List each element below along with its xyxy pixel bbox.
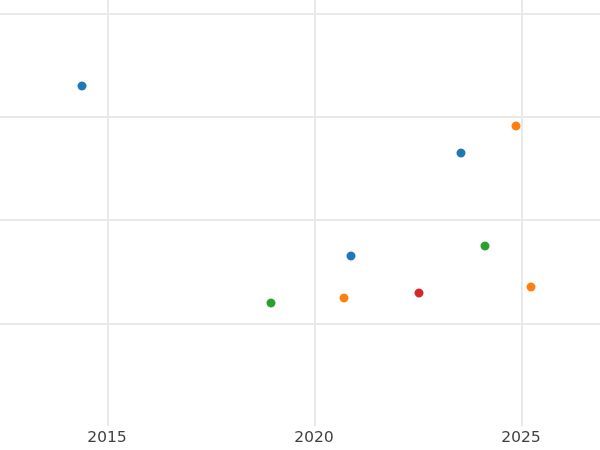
scatter-point-red	[414, 288, 424, 298]
gridline-vertical	[314, 0, 316, 426]
scatter-point-orange	[511, 121, 521, 131]
scatter-point-green	[480, 241, 490, 251]
scatter-point-blue	[346, 251, 356, 261]
gridline-horizontal	[0, 219, 600, 221]
gridline-horizontal	[0, 116, 600, 118]
scatter-point-blue	[77, 81, 87, 91]
x-axis-tick-label: 2025	[501, 428, 541, 446]
gridline-horizontal	[0, 13, 600, 15]
scatter-point-blue	[456, 148, 466, 158]
scatter-point-orange	[339, 293, 349, 303]
gridline-vertical	[521, 0, 523, 426]
x-axis-tick-label: 2020	[294, 428, 334, 446]
scatter-point-orange	[526, 282, 536, 292]
scatter-point-green	[266, 298, 276, 308]
gridline-horizontal	[0, 323, 600, 325]
gridline-vertical	[107, 0, 109, 426]
x-axis-tick-label: 2015	[87, 428, 127, 446]
